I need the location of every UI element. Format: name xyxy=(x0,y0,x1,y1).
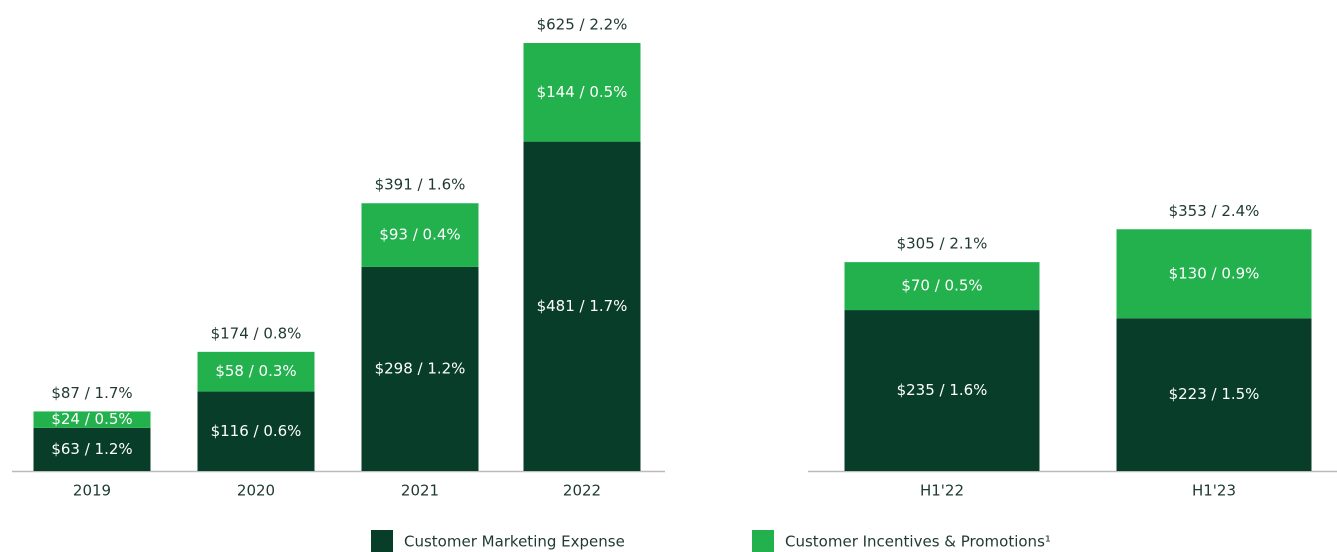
value-label: $58 / 0.3% xyxy=(215,362,296,380)
bar-segment xyxy=(1116,229,1312,319)
bar-segment xyxy=(197,391,315,471)
bar-segment xyxy=(844,310,1040,471)
value-label: $70 / 0.5% xyxy=(901,277,982,295)
bar-segment xyxy=(197,351,315,392)
value-label: $116 / 0.6% xyxy=(211,422,302,440)
total-label: $353 / 2.4% xyxy=(1169,202,1260,220)
total-label: $174 / 0.8% xyxy=(211,324,302,342)
value-label: $298 / 1.2% xyxy=(375,359,466,377)
x-tick-label: 2019 xyxy=(73,482,111,500)
bar-segment xyxy=(33,411,151,428)
x-tick-label: H1'23 xyxy=(1192,482,1236,500)
legend-swatch xyxy=(752,530,774,552)
value-label: $235 / 1.6% xyxy=(897,381,988,399)
value-label: $130 / 0.9% xyxy=(1169,264,1260,282)
legend-label: Customer Marketing Expense xyxy=(404,533,625,551)
bar-segment xyxy=(523,43,641,142)
value-label: $93 / 0.4% xyxy=(379,226,460,244)
bar-segment xyxy=(361,266,479,471)
total-label: $625 / 2.2% xyxy=(537,16,628,34)
x-tick-label: 2020 xyxy=(237,482,275,500)
bar-segment xyxy=(523,141,641,471)
legend-label: Customer Incentives & Promotions¹ xyxy=(785,533,1051,551)
value-label: $63 / 1.2% xyxy=(51,440,132,458)
value-label: $24 / 0.5% xyxy=(51,410,132,428)
x-tick-label: 2021 xyxy=(401,482,439,500)
legend-swatch xyxy=(371,530,393,552)
bar-segment xyxy=(33,427,151,471)
bar-segment xyxy=(1116,318,1312,471)
value-label: $481 / 1.7% xyxy=(537,297,628,315)
bar-segment xyxy=(361,203,479,267)
total-label: $305 / 2.1% xyxy=(897,235,988,253)
x-tick-label: H1'22 xyxy=(920,482,964,500)
value-label: $223 / 1.5% xyxy=(1169,385,1260,403)
total-label: $391 / 1.6% xyxy=(375,176,466,194)
total-label: $87 / 1.7% xyxy=(51,384,132,402)
x-tick-label: 2022 xyxy=(563,482,601,500)
value-label: $144 / 0.5% xyxy=(537,83,628,101)
bar-segment xyxy=(844,262,1040,311)
